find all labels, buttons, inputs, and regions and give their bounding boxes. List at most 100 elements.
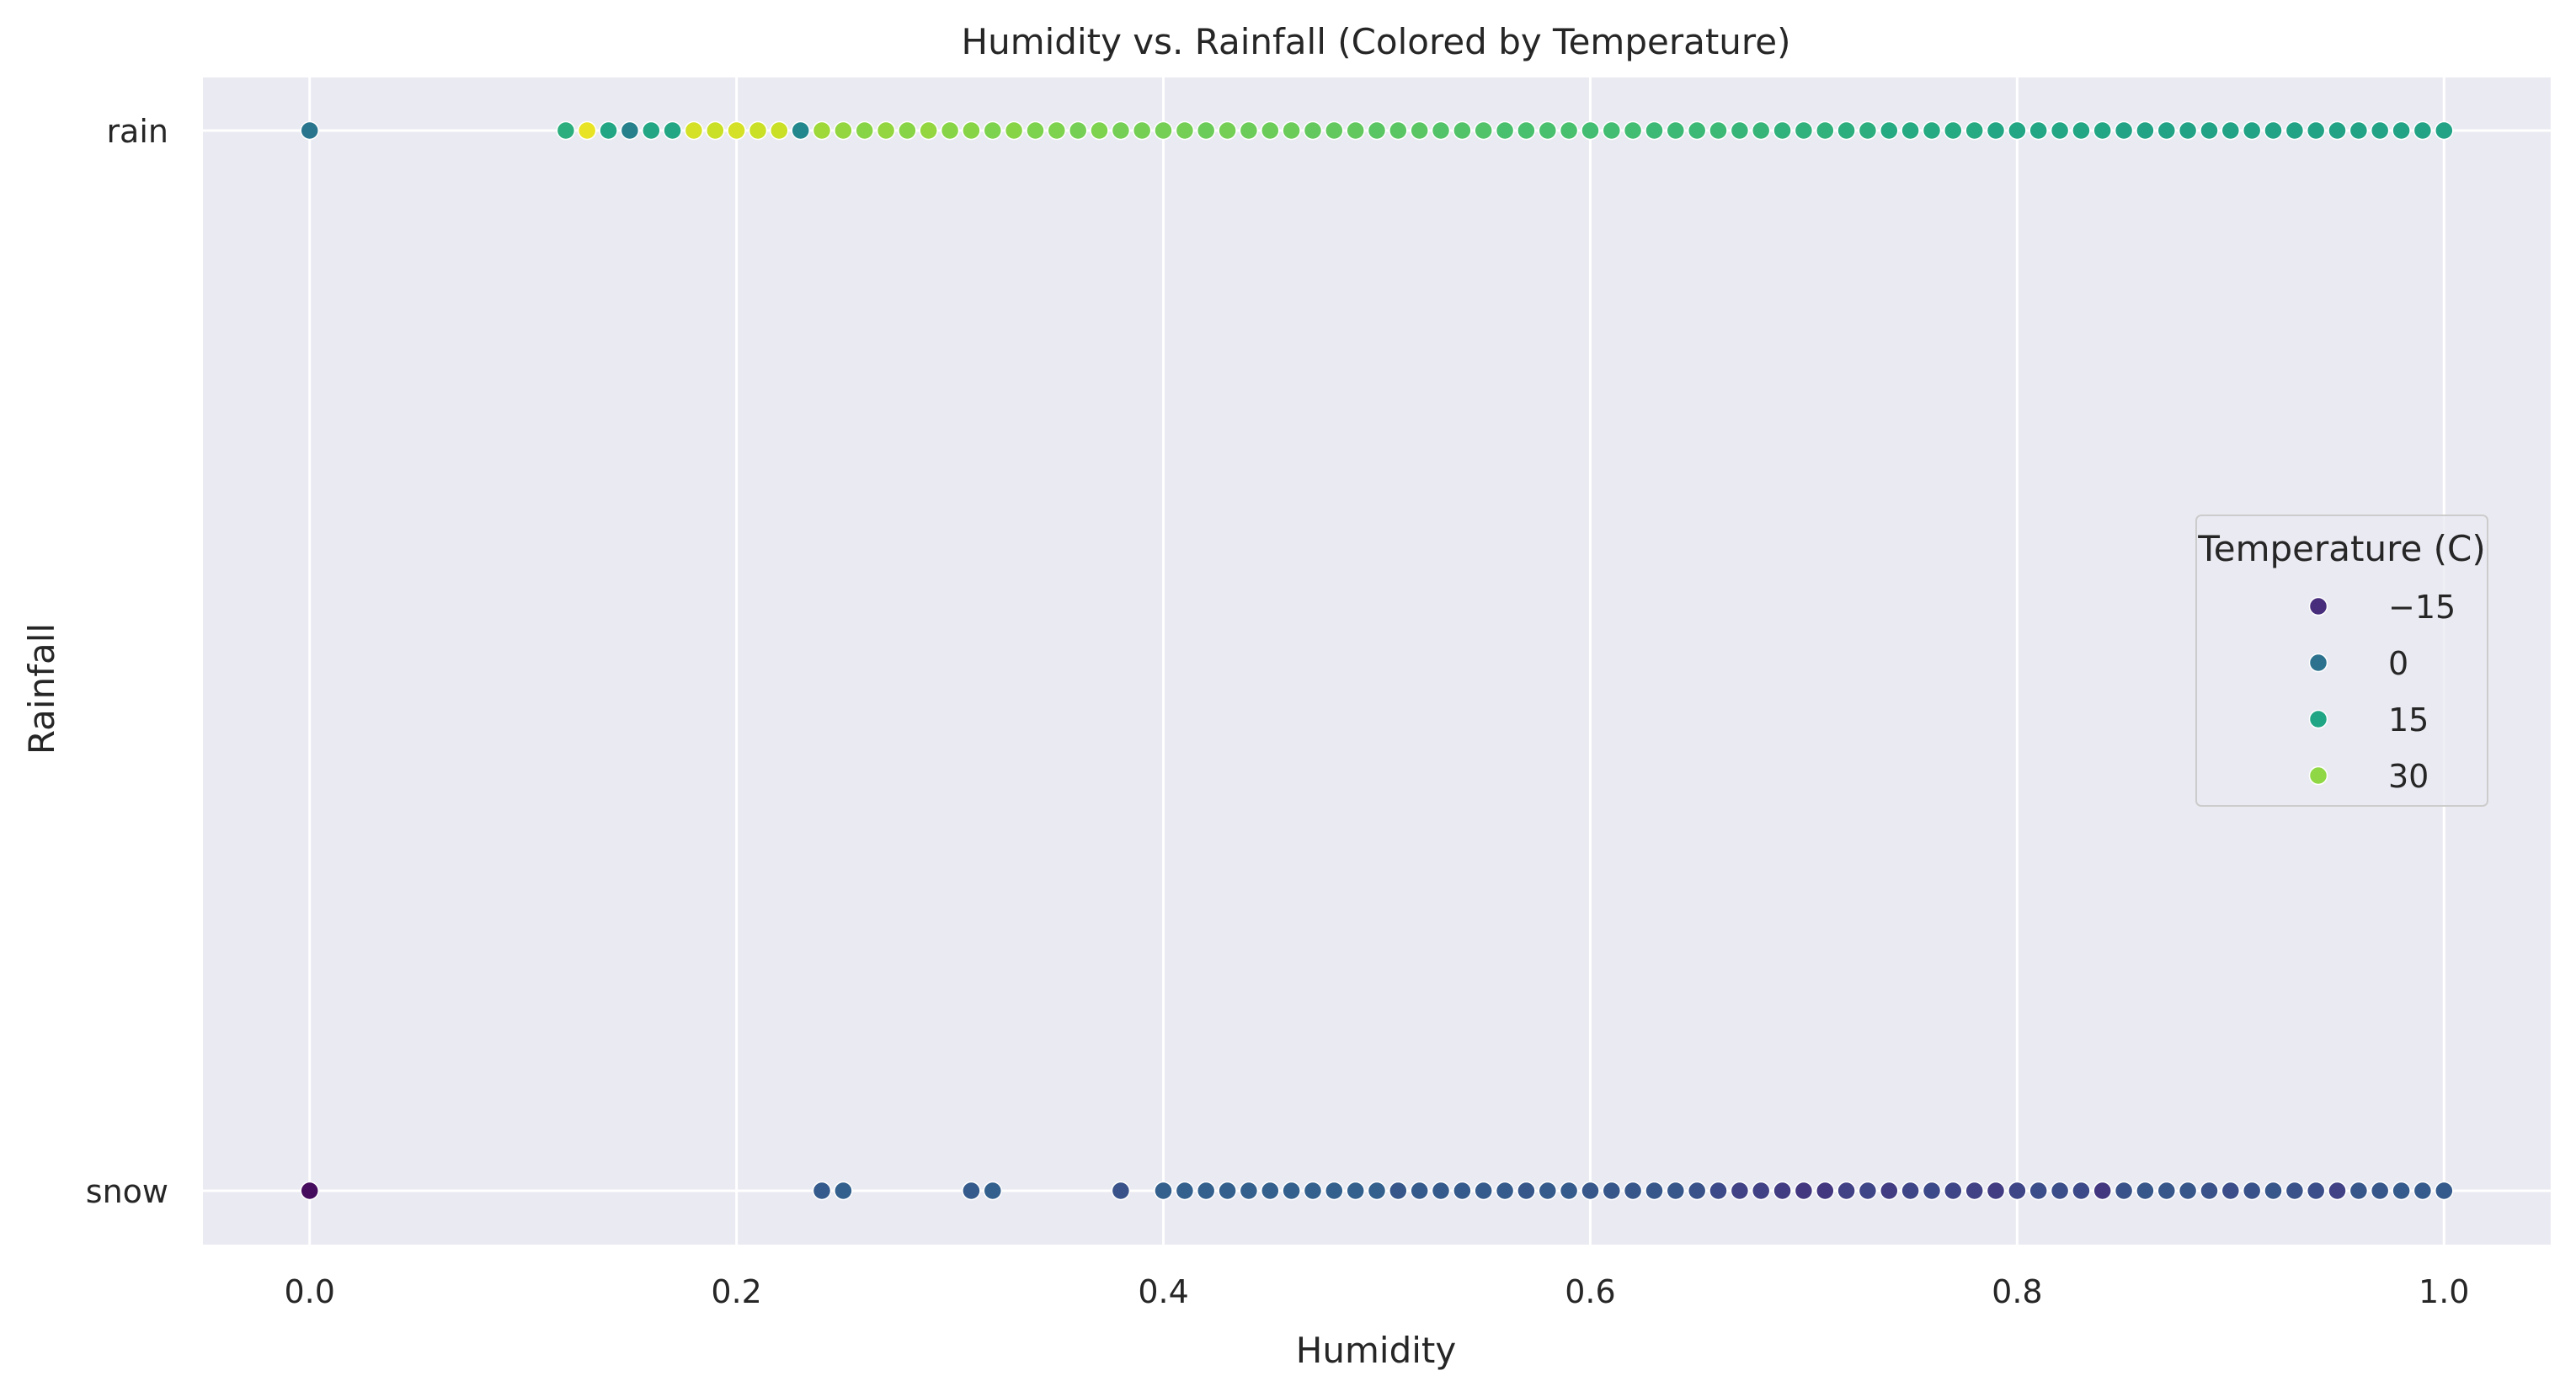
data-point-snow (1816, 1181, 1835, 1201)
data-point-snow (2136, 1181, 2155, 1201)
data-point-rain (1004, 120, 1024, 141)
data-point-snow (1901, 1181, 1920, 1201)
data-point-rain (1090, 120, 1109, 141)
data-point-snow (1858, 1181, 1878, 1201)
data-point-rain (1965, 120, 1984, 141)
legend-marker (2308, 765, 2328, 786)
data-point-snow (1196, 1181, 1216, 1201)
data-point-rain (706, 120, 725, 141)
data-point-rain (983, 120, 1003, 141)
data-point-rain (1154, 120, 1173, 141)
data-point-snow (1261, 1181, 1280, 1201)
data-point-rain (898, 120, 917, 141)
data-point-snow (1666, 1181, 1686, 1201)
data-point-snow (812, 1181, 832, 1201)
data-point-rain (2093, 120, 2112, 141)
x-tick-label: 0.4 (1138, 1273, 1188, 1310)
data-point-snow (1431, 1181, 1451, 1201)
data-point-rain (855, 120, 874, 141)
data-point-rain (1282, 120, 1301, 141)
data-point-rain (577, 120, 597, 141)
data-point-snow (2072, 1181, 2091, 1201)
data-point-snow (1218, 1181, 1237, 1201)
data-point-snow (1154, 1181, 1173, 1201)
data-point-rain (1474, 120, 1493, 141)
data-point-rain (1389, 120, 1408, 141)
data-point-snow (2221, 1181, 2241, 1201)
data-point-rain (2200, 120, 2219, 141)
legend-title: Temperature (C) (2197, 528, 2486, 569)
data-point-rain (1538, 120, 1558, 141)
data-point-snow (2264, 1181, 2283, 1201)
data-point-snow (1986, 1181, 2006, 1201)
data-point-rain (2114, 120, 2134, 141)
data-point-rain (940, 120, 960, 141)
data-point-rain (1261, 120, 1280, 141)
data-point-snow (2093, 1181, 2112, 1201)
data-point-rain (684, 120, 704, 141)
legend-marker (2308, 709, 2328, 729)
data-point-rain (2349, 120, 2369, 141)
data-point-rain (1495, 120, 1515, 141)
x-tick-label: 0.6 (1565, 1273, 1615, 1310)
data-point-snow (1602, 1181, 1622, 1201)
data-point-snow (2306, 1181, 2326, 1201)
data-point-snow (2242, 1181, 2262, 1201)
data-point-snow (1389, 1181, 1408, 1201)
data-point-rain (1922, 120, 1942, 141)
data-point-rain (1730, 120, 1750, 141)
data-point-rain (1623, 120, 1643, 141)
data-point-rain (1751, 120, 1771, 141)
data-point-snow (1880, 1181, 1899, 1201)
legend-label: −15 (2388, 589, 2456, 626)
data-point-snow (2029, 1181, 2048, 1201)
data-point-snow (1922, 1181, 1942, 1201)
data-point-snow (1687, 1181, 1707, 1201)
data-point-snow (1325, 1181, 1344, 1201)
data-point-snow (2285, 1181, 2305, 1201)
data-point-rain (1303, 120, 1323, 141)
data-point-rain (1218, 120, 1237, 141)
data-point-snow (300, 1181, 319, 1201)
x-tick-label: 1.0 (2419, 1273, 2469, 1310)
data-point-snow (2349, 1181, 2369, 1201)
legend-marker (2308, 596, 2328, 616)
legend-box (2195, 515, 2488, 807)
legend-label: 30 (2388, 758, 2429, 795)
data-point-rain (2392, 120, 2411, 141)
data-point-snow (2178, 1181, 2198, 1201)
data-point-snow (2050, 1181, 2070, 1201)
data-point-rain (1581, 120, 1600, 141)
legend-entries: −15 0 15 30 (2308, 589, 2456, 795)
data-point-snow (983, 1181, 1003, 1201)
data-point-snow (1538, 1181, 1558, 1201)
data-point-rain (1367, 120, 1387, 141)
data-point-snow (1303, 1181, 1323, 1201)
data-point-snow (1474, 1181, 1493, 1201)
data-point-rain (1325, 120, 1344, 141)
data-point-rain (1944, 120, 1963, 141)
data-point-snow (834, 1181, 853, 1201)
data-point-rain (2242, 120, 2262, 141)
data-point-rain (599, 120, 618, 141)
data-point-snow (2008, 1181, 2027, 1201)
x-axis-label: Humidity (1296, 1330, 1456, 1371)
data-point-rain (1773, 120, 1792, 141)
data-point-snow (1239, 1181, 1259, 1201)
data-point-rain (2370, 120, 2390, 141)
data-point-rain (1132, 120, 1152, 141)
data-point-rain (1026, 120, 1045, 141)
data-point-rain (1559, 120, 1579, 141)
data-point-rain (834, 120, 853, 141)
data-point-snow (1559, 1181, 1579, 1201)
legend: Temperature (C) −15 0 15 30 (2195, 515, 2488, 807)
data-point-rain (2264, 120, 2283, 141)
data-point-rain (2008, 120, 2027, 141)
data-point-snow (2157, 1181, 2177, 1201)
data-point-snow (1645, 1181, 1664, 1201)
data-point-rain (1986, 120, 2006, 141)
data-point-snow (2413, 1181, 2433, 1201)
x-axis-ticks: 0.0 0.2 0.4 0.6 0.8 1.0 (285, 1273, 2470, 1310)
data-point-rain (642, 120, 661, 141)
